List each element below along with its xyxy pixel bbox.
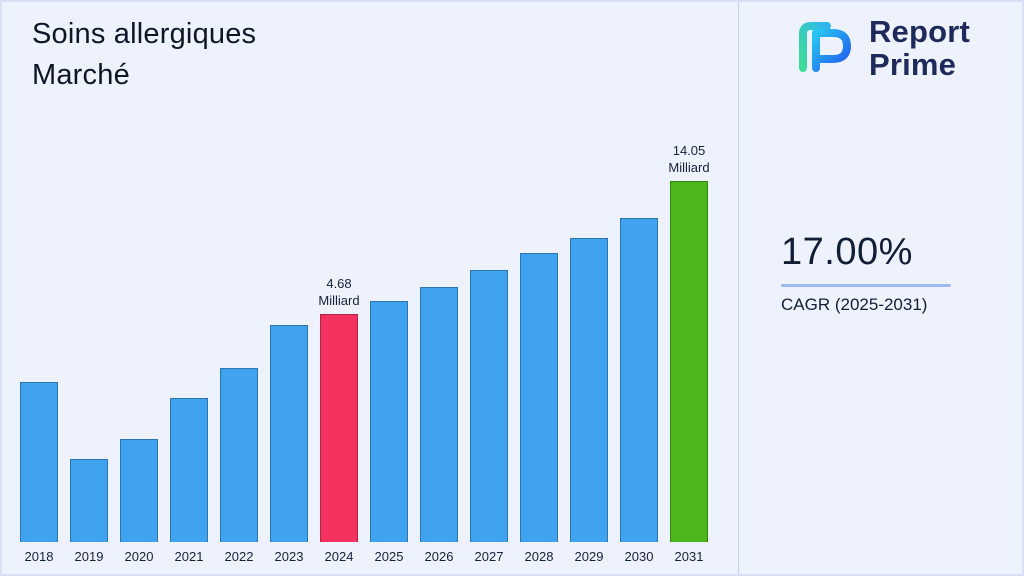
bar-group-2029: 2029 <box>570 238 608 564</box>
x-tick-label-2021: 2021 <box>174 549 204 564</box>
bar-group-2019: 2019 <box>70 459 108 564</box>
x-tick-label-2019: 2019 <box>74 549 104 564</box>
bar-group-2023: 2023 <box>270 325 308 564</box>
reportprime-logo: Report Prime <box>791 14 971 82</box>
bar-group-2028: 2028 <box>520 253 558 564</box>
bar-2026 <box>420 287 458 542</box>
cagr-block: 17.00% CAGR (2025-2031) <box>781 231 956 315</box>
x-tick-label-2031: 2031 <box>674 549 704 564</box>
x-tick-label-2030: 2030 <box>624 549 654 564</box>
bar-group-2024: 4.68 Milliard 2024 <box>318 275 360 564</box>
bar-value-label-2031: 14.05 Milliard <box>668 142 710 176</box>
bar-group-2027: 2027 <box>470 270 508 564</box>
x-tick-label-2023: 2023 <box>274 549 304 564</box>
x-tick-label-2020: 2020 <box>124 549 154 564</box>
page-title-line1: Soins allergiques <box>32 18 257 50</box>
x-tick-label-2026: 2026 <box>424 549 454 564</box>
reportprime-logo-icon <box>791 19 857 78</box>
bar-2022 <box>220 368 258 542</box>
bar-2018 <box>20 382 58 542</box>
bar-group-2018: 2018 <box>20 382 58 564</box>
bar-chart: 2018 2019 2020 2021 2022 2023 4.68 Milliard 2024… <box>16 142 726 564</box>
bar-2028 <box>520 253 558 542</box>
x-tick-label-2027: 2027 <box>474 549 504 564</box>
bar-group-2030: 2030 <box>620 218 658 564</box>
bar-2029 <box>570 238 608 542</box>
bar-group-2022: 2022 <box>220 368 258 564</box>
bar-2024 <box>320 314 358 542</box>
bar-2030 <box>620 218 658 542</box>
bar-2027 <box>470 270 508 542</box>
x-tick-label-2025: 2025 <box>374 549 404 564</box>
bar-value-label-2024: 4.68 Milliard <box>318 275 360 309</box>
page-title: Soins allergiques Marché <box>32 14 256 96</box>
x-tick-label-2028: 2028 <box>524 549 554 564</box>
chart-section: Soins allergiques Marché 2018 2019 2020 202… <box>2 2 739 574</box>
page-title-line2: Marché <box>32 59 130 92</box>
bar-group-2021: 2021 <box>170 398 208 564</box>
cagr-divider <box>781 284 951 288</box>
x-tick-label-2024: 2024 <box>324 549 354 564</box>
bar-2020 <box>120 439 158 542</box>
bar-group-2026: 2026 <box>420 287 458 564</box>
x-tick-label-2022: 2022 <box>224 549 254 564</box>
info-panel: Report Prime 17.00% CAGR (2025-2031) <box>739 2 1022 574</box>
cagr-value: 17.00% <box>781 231 913 274</box>
cagr-label: CAGR (2025-2031) <box>781 295 928 315</box>
bar-2019 <box>70 459 108 542</box>
reportprime-logo-text: Report Prime <box>868 14 971 82</box>
x-tick-label-2018: 2018 <box>24 549 54 564</box>
bar-2031 <box>670 181 708 542</box>
logo-text-line1: Report <box>868 14 971 49</box>
x-tick-label-2029: 2029 <box>574 549 604 564</box>
bar-2021 <box>170 398 208 542</box>
bar-2025 <box>370 301 408 542</box>
bar-group-2020: 2020 <box>120 439 158 564</box>
bar-2023 <box>270 325 308 542</box>
bar-group-2031: 14.05 Milliard 2031 <box>668 142 710 564</box>
logo-text-line2: Prime <box>868 46 957 82</box>
bar-group-2025: 2025 <box>370 301 408 564</box>
